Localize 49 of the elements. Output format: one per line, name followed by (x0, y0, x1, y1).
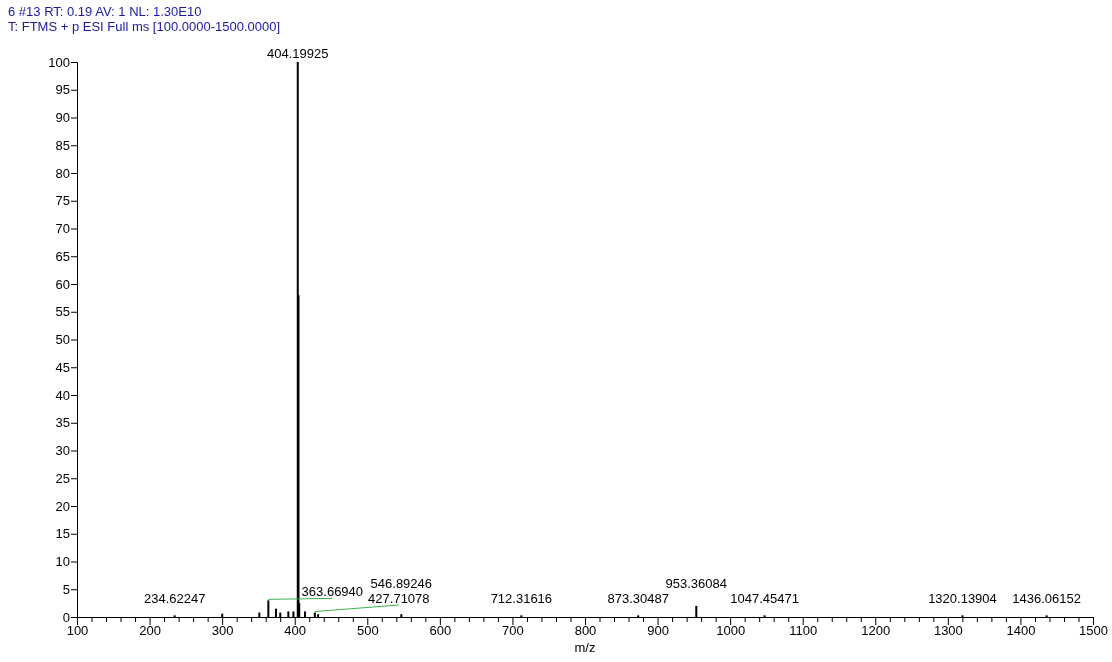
y-tick-label: 65 (55, 248, 70, 264)
x-tick-label: 1100 (789, 623, 818, 639)
y-tick-label: 25 (55, 470, 70, 486)
annotation: 1320.13904 (928, 591, 997, 606)
y-tick-label: 40 (55, 387, 70, 403)
x-tick-label: 1200 (861, 623, 891, 639)
annotation: 712.31616 (490, 591, 553, 606)
x-tick-label: 500 (356, 623, 379, 639)
chart-subtitle: T: FTMS + p ESI Full ms [100.0000-1500.0000] (8, 19, 281, 34)
y-tick-label: 85 (55, 137, 70, 153)
annotation: 953.36084 (665, 575, 728, 591)
y-tick-label: 60 (55, 276, 70, 292)
y-tick-label: 35 (55, 415, 70, 431)
annotation: 1047.45471 (730, 591, 799, 606)
x-tick-label: 900 (647, 623, 669, 639)
annotation: 873.30487 (607, 591, 669, 606)
y-tick-label: 80 (55, 165, 70, 181)
y-tick-label: 95 (55, 82, 70, 98)
annotation: 404.19925 (267, 46, 329, 61)
x-tick-label: 200 (139, 623, 161, 639)
x-tick-label: 700 (502, 623, 524, 639)
x-tick-label: 800 (574, 623, 597, 639)
y-tick-label: 70 (55, 221, 70, 237)
annotation: 1436.06152 (1012, 591, 1081, 606)
x-tick-label: 300 (211, 623, 234, 639)
chart-title: 6 #13 RT: 0.19 AV: 1 NL: 1.30E10 (8, 4, 202, 19)
x-tick-label: 400 (284, 623, 307, 639)
annotation: 363.66940 (301, 584, 364, 600)
x-tick-label: 1000 (716, 623, 746, 639)
y-tick-label: 30 (55, 443, 70, 459)
y-tick-label: 55 (55, 304, 70, 320)
y-tick-label: 15 (55, 526, 70, 542)
annotation: 234.62247 (143, 591, 206, 606)
y-tick-label: 20 (55, 498, 70, 514)
x-axis-title: m/z (574, 640, 596, 655)
y-tick-label: 100 (48, 54, 70, 70)
y-tick-label: 90 (55, 110, 70, 126)
y-tick-label: 5 (62, 581, 70, 597)
x-tick-label: 1400 (1006, 623, 1036, 639)
y-tick-label: 75 (55, 193, 70, 209)
x-tick-label: 1300 (933, 623, 963, 639)
x-tick-label: 1500 (1079, 623, 1108, 639)
annotation: 427.71078 (368, 591, 430, 606)
y-tick-label: 10 (55, 554, 70, 570)
y-tick-label: 50 (55, 332, 70, 348)
x-tick-label: 600 (429, 623, 452, 639)
y-tick-label: 0 (62, 609, 70, 625)
annotation: 546.89246 (370, 576, 433, 591)
y-tick-label: 45 (55, 359, 70, 375)
